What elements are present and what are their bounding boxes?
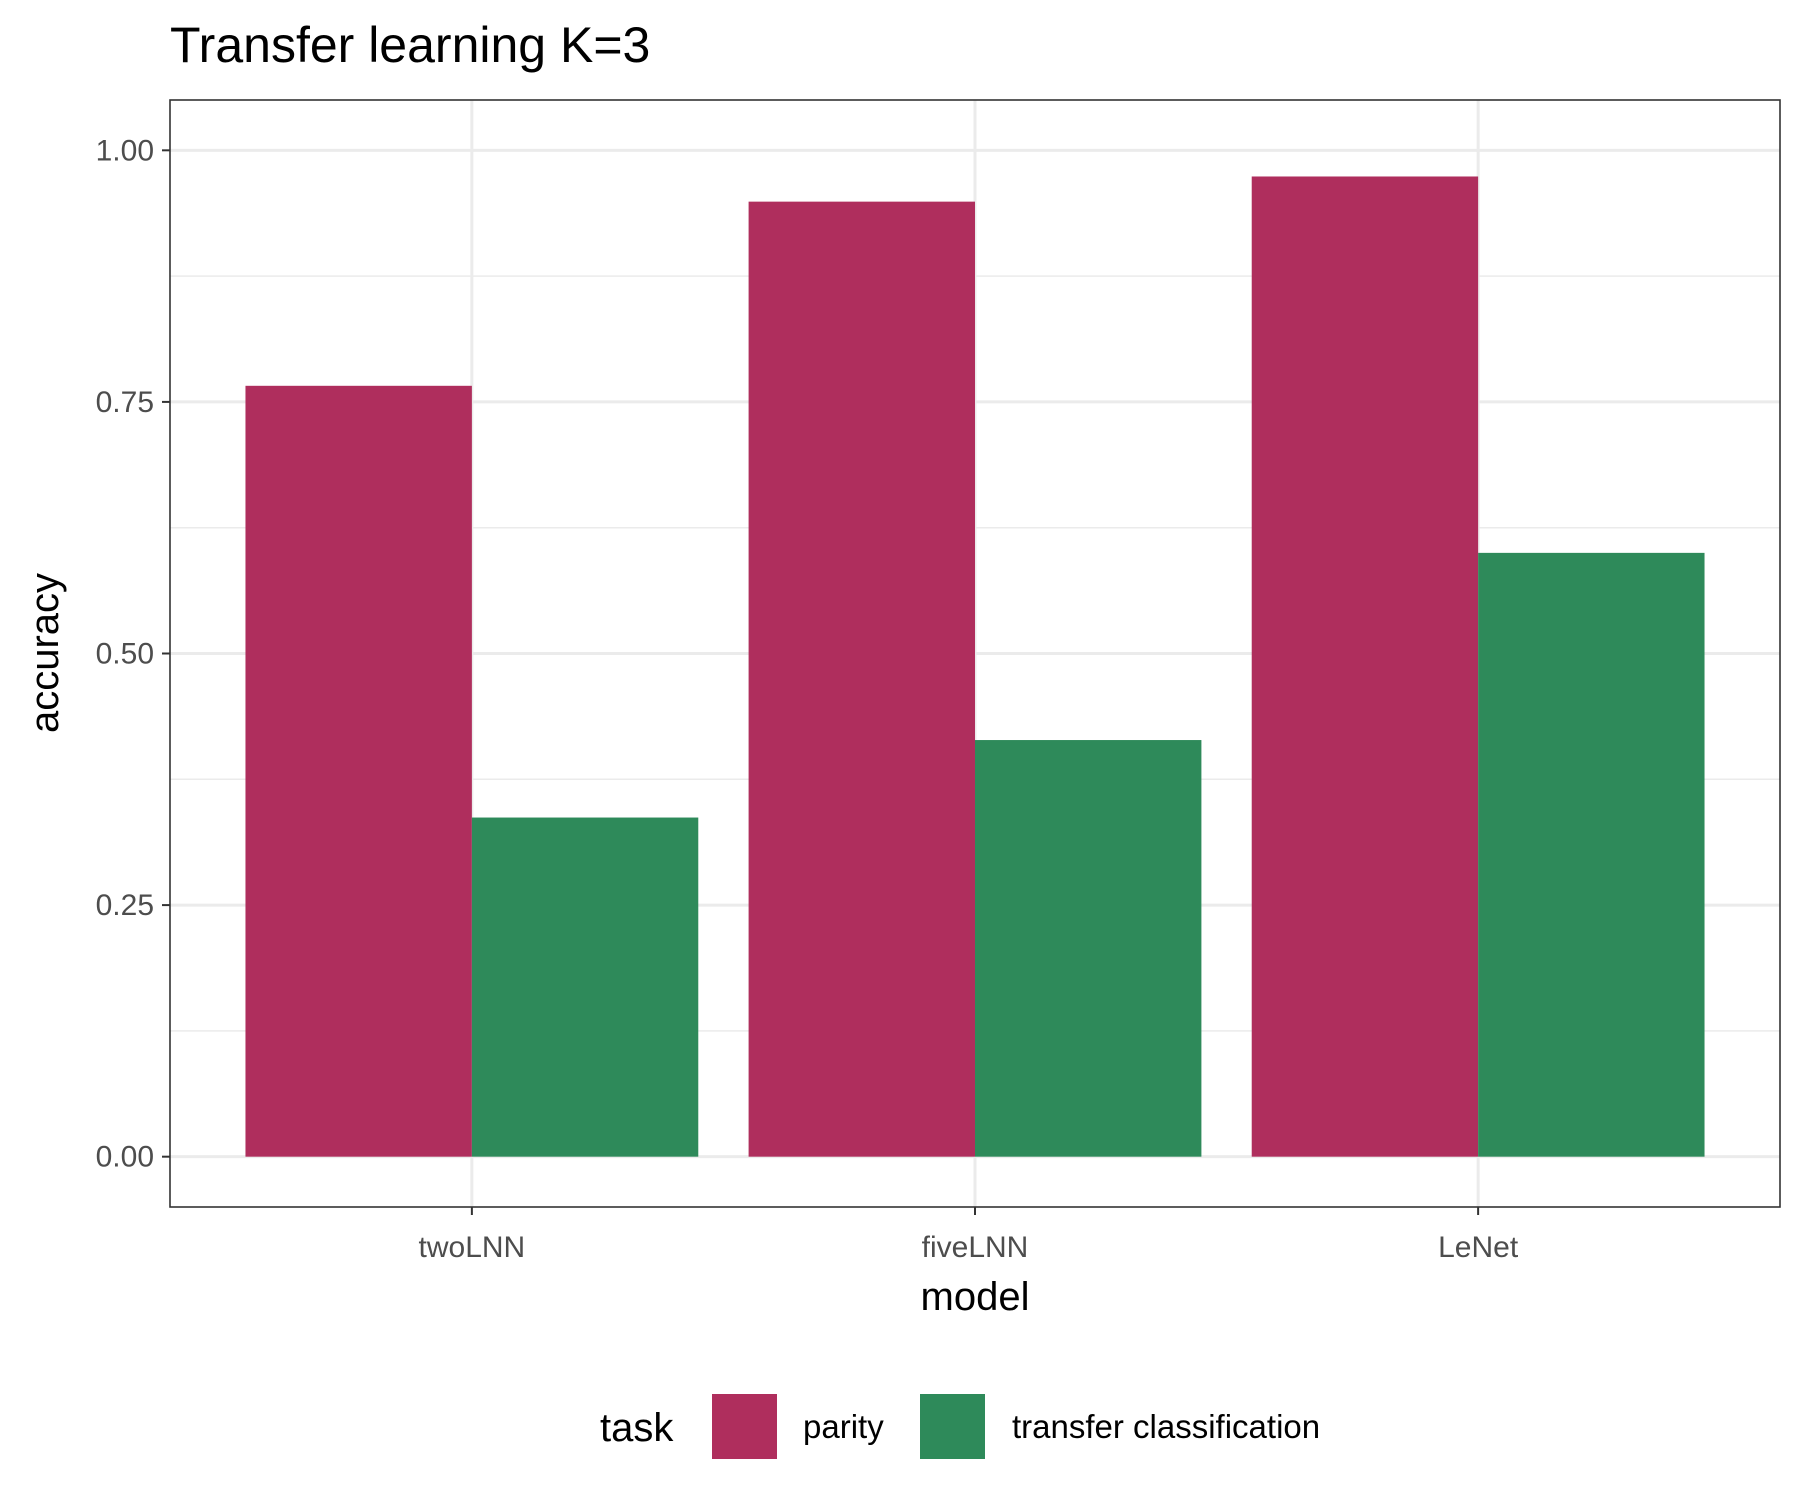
bar	[1251, 176, 1479, 1157]
bar	[471, 817, 699, 1157]
bar	[748, 201, 975, 1157]
y-tick-label: 0.00	[96, 1141, 154, 1174]
y-tick-label: 0.75	[96, 386, 154, 419]
x-tick-label: LeNet	[1438, 1231, 1519, 1264]
legend-title: task	[600, 1406, 674, 1450]
x-tick-label: fiveLNN	[922, 1231, 1029, 1264]
y-tick-label: 1.00	[96, 134, 154, 167]
bars	[245, 176, 1705, 1157]
y-tick-label: 0.25	[96, 889, 154, 922]
y-tick-label: 0.50	[96, 638, 154, 671]
y-axis-title: accuracy	[23, 573, 67, 733]
legend-label: parity	[803, 1408, 884, 1445]
y-axis-ticks: 0.00 0.25 0.50 0.75 1.00	[96, 134, 170, 1174]
x-tick-label: twoLNN	[419, 1231, 526, 1264]
legend: task parity transfer classification	[600, 1394, 1320, 1459]
chart-title: Transfer learning K=3	[170, 17, 650, 73]
x-axis-title: model	[921, 1275, 1030, 1319]
x-axis-ticks: twoLNN fiveLNN LeNet	[419, 1207, 1519, 1264]
legend-key	[920, 1394, 985, 1459]
legend-key	[712, 1394, 777, 1459]
bar	[245, 385, 472, 1157]
legend-label: transfer classification	[1012, 1408, 1320, 1445]
bar	[1478, 552, 1705, 1157]
bar	[975, 740, 1202, 1157]
